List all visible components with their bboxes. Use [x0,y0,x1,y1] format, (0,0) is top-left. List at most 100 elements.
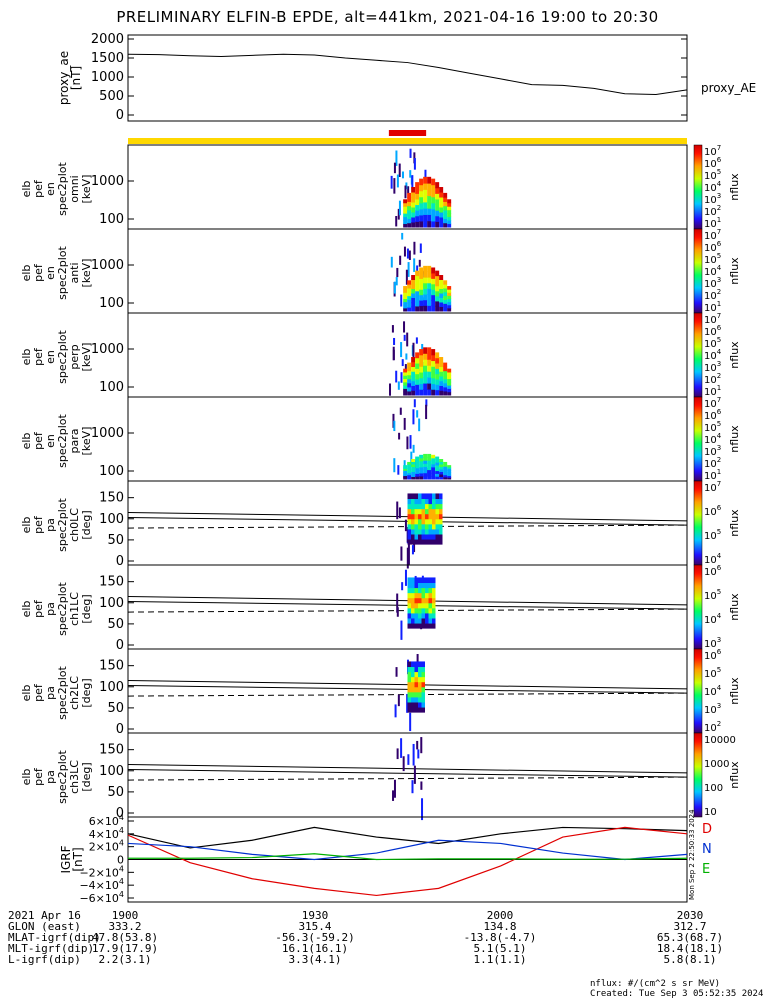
spec-perp-pixel [431,354,436,362]
spec-omni-pixel [431,214,436,222]
pa-ch2LC-pixel [414,686,418,693]
spec-anti-pixel [416,265,419,274]
spec-perp-pixel [447,391,452,396]
spec-omni-pixel [439,187,444,193]
pa-ch3LC-cbar-tick: 10 [704,807,717,818]
spec-perp-pixel [415,368,420,375]
spec-perp-pixel [447,378,452,383]
spec-omni-ytick-label: 1000 [91,174,124,189]
pa-ch1LC-ytick-label: 150 [99,575,124,590]
pa-ch2LC-pixel [411,666,415,673]
pa-ch1LC-pixel [421,587,425,594]
spec-perp-pixel [447,368,452,373]
spec-perp-pixel [423,383,428,390]
pa-ch0LC-pixel [439,508,443,515]
spec-para-pixel [418,418,421,432]
spec-omni-pixel [403,216,408,221]
footer-cell: 1900 [111,909,139,922]
spec-anti-pixel [411,302,416,308]
spec-omni-pixel [415,198,420,206]
pa-ch1LC-pixel [407,617,411,624]
spec-anti-pixel [415,305,420,312]
spec-para-pixel [412,444,415,453]
spec-perp-pixel [411,357,416,363]
pa-ch3LC-lc-line [127,763,688,774]
spec-omni-pixel [423,214,428,222]
spec-omni-pixel [443,214,448,219]
spec-omni-pixel [403,220,408,225]
spec-perp-ylabel: elb [20,349,33,366]
pa-ch0LC-pixel [406,547,409,569]
pa-ch3LC-pixel [417,749,420,759]
spec-para-pixel [447,477,452,480]
spec-perp-pixel [423,359,428,366]
pa-ch1LC-pixel [432,607,436,614]
spec-anti-pixel [403,298,408,303]
spec-para-pixel [427,453,432,458]
spec-anti-pixel [400,294,403,307]
spec-omni-pixel [423,195,428,203]
pa-ch2LC-ylabel: [deg] [80,678,93,707]
pa-ch1LC-ylabel: spec2plot [56,582,69,636]
spec-perp-pixel [423,371,428,378]
spec-perp-ytick-label: 1000 [91,342,124,357]
spec-para-pixel [443,464,448,467]
spec-omni-pixel [407,214,412,219]
spec-para-pixel [427,475,432,480]
spec-para-pixel [403,472,408,475]
spec-para-pixel [406,436,409,450]
spec-perp-pixel [431,349,436,356]
spec-anti-pixel [423,299,428,306]
spec-para-pixel [397,465,400,475]
spec-para-pixel [447,466,452,470]
pa-ch0LC-pixel [418,503,422,510]
pa-ch1LC-pixel [428,607,432,614]
spec-anti-pixel [411,306,416,312]
spec-omni-pixel [447,209,452,214]
spec-anti-pixel [439,279,444,285]
spec-omni-pixel [419,214,424,222]
pa-ch3LC-pixel [402,756,405,772]
pa-ch0LC-pixel [421,503,425,510]
pa-ch0LC-pixel [428,533,432,540]
spec-para-pixel [393,458,396,473]
spec-para-pixel [427,457,432,461]
spec-para-pixel [423,463,428,467]
spec-anti-pixel [405,269,408,285]
pa-ch0LC-pixel [428,539,432,545]
spec-perp-pixel [423,365,428,372]
spec-omni-pixel [439,212,444,218]
spec-omni-pixel [393,162,396,174]
spec-anti-pixel [447,307,452,312]
pa-ch1LC-ytick-label: 100 [99,596,124,611]
spec-para-pixel [403,417,406,430]
spec-anti-pixel [419,283,424,290]
pa-ch3LC-cbar-tick: 10000 [704,735,736,746]
pa-ch0LC-ytick-label: 50 [107,533,124,548]
pa-ch1LC-ylabel: pef [32,599,45,618]
pa-ch0LC-pixel [414,518,418,525]
spec-perp-pixel [411,385,416,391]
pa-ch2LC-pixel [421,707,425,713]
spec-anti-pixel [407,291,412,297]
pa-ch0LC-pixel [439,513,443,520]
spec-anti-pixel [443,295,448,300]
pa-ch2LC-pixel [418,661,422,668]
spec-anti-pixel [427,265,432,272]
pa-ch0LC-ylabel: pa [44,518,57,532]
pa-ch1LC-pixel [432,587,436,594]
igrf-ytick-label: 0 [117,854,124,867]
spec-omni-pixel [439,202,444,208]
pa-ch3LC-ylabel: [deg] [80,762,93,791]
footer-cell: 17.9(17.9) [91,942,159,955]
pa-ch1LC-pixel [414,617,418,624]
spec-omni-pixel [413,158,416,170]
pa-ch0LC-pixel [425,498,429,505]
pa-ch1LC-pixel [428,592,432,599]
spec-anti-pixel [435,305,440,312]
pa-ch0LC-pixel [421,523,425,530]
pa-ch1LC-pixel [425,577,429,584]
spec-omni-pixel [427,220,432,228]
pa-ch1LC-pixel [421,612,425,619]
spec-para-pixel [431,475,436,480]
